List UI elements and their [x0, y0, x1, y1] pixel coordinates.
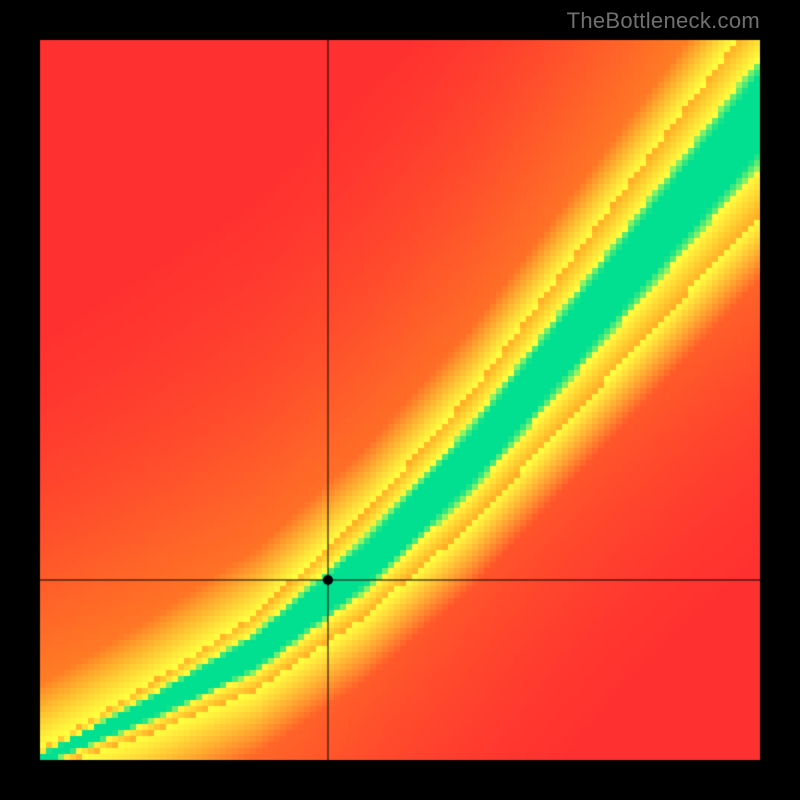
- watermark-text: TheBottleneck.com: [567, 8, 760, 34]
- bottleneck-heatmap: [0, 0, 800, 800]
- root: TheBottleneck.com: [0, 0, 800, 800]
